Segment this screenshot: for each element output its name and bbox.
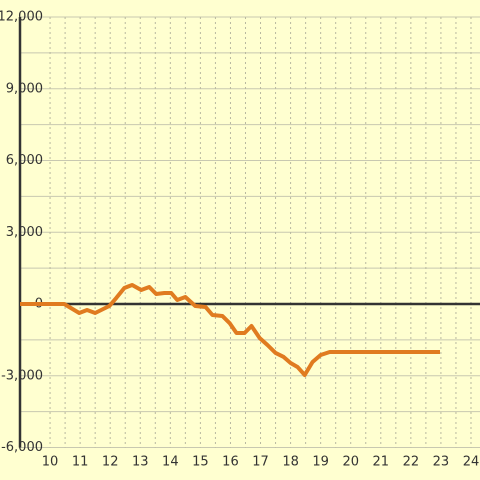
y-tick-label: 3,000 [6,225,43,240]
x-tick-label: 11 [72,455,89,470]
x-tick-label: 19 [312,455,329,470]
x-tick-label: 18 [282,455,299,470]
y-tick-label: 12,000 [0,10,43,25]
y-tick-label: 6,000 [6,153,43,168]
x-tick-label: 12 [102,455,119,470]
x-tick-label: 13 [132,455,149,470]
x-tick-label: 22 [403,455,420,470]
x-tick-label: 16 [222,455,239,470]
x-tick-label: 17 [252,455,269,470]
x-tick-label: 21 [373,455,390,470]
y-tick-label: -6,000 [1,440,43,455]
x-tick-label: 23 [433,455,450,470]
x-tick-label: 15 [192,455,209,470]
y-tick-label: 9,000 [6,81,43,96]
x-tick-label: 14 [162,455,179,470]
x-tick-label: 10 [42,455,59,470]
x-tick-label: 24 [463,455,480,470]
y-tick-label: -3,000 [1,368,43,383]
x-tick-label: 20 [342,455,359,470]
data-line [20,282,441,377]
